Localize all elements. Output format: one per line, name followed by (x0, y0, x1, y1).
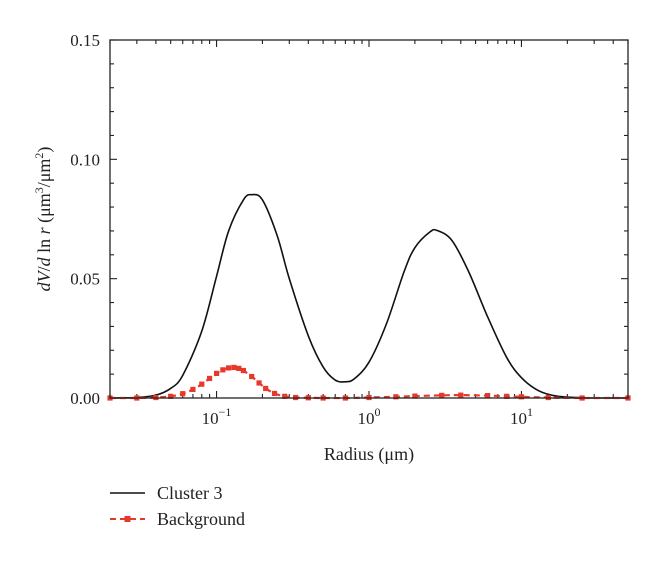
x-axis-label: Radius (μm) (324, 444, 414, 465)
series-background-point (168, 393, 174, 399)
series-background-point (180, 391, 186, 397)
series-background-point (458, 392, 464, 398)
x-tick-label: 10−1 (202, 405, 232, 428)
series-background-point (213, 370, 220, 377)
y-tick-label: 0.00 (70, 389, 100, 408)
series-background-point (504, 393, 510, 399)
plot-frame (109, 39, 629, 399)
series-background-point (249, 373, 255, 380)
series-background-point (393, 394, 399, 400)
legend-marker-background (124, 516, 131, 522)
series-background-point (231, 364, 237, 371)
series-background-point (199, 381, 205, 387)
legend: Cluster 3 Background (110, 483, 245, 529)
series-cluster3-line (109, 193, 629, 399)
series-background-point (518, 394, 525, 400)
series-background-point (226, 365, 232, 371)
legend-label-background: Background (157, 509, 245, 529)
series-background-point (206, 375, 213, 382)
y-tick-label: 0.15 (70, 31, 100, 50)
series-background-point (485, 393, 491, 399)
tick-labels-layer: 0.00 0.05 0.10 0.15 10−1 100 101 (70, 31, 533, 428)
legend-item-cluster3: Cluster 3 (110, 483, 223, 503)
legend-item-background: Background (110, 509, 245, 529)
series-background-point (412, 393, 418, 399)
series-background-point (439, 392, 445, 398)
series-layer (107, 193, 631, 401)
legend-label-cluster3: Cluster 3 (157, 483, 223, 503)
x-tick-label: 101 (510, 405, 533, 428)
series-background-point (190, 386, 196, 393)
x-tick-label: 100 (358, 405, 381, 428)
ticks-layer (109, 39, 629, 399)
y-tick-label: 0.05 (70, 270, 100, 289)
series-background-line (109, 366, 629, 400)
y-tick-label: 0.10 (70, 150, 100, 169)
series-background-point (220, 367, 226, 373)
series-background-point (240, 367, 246, 374)
series-background-point (263, 385, 269, 392)
series-background-point (282, 393, 288, 399)
series-background-point (271, 390, 278, 397)
series-background-point (256, 380, 262, 386)
series-background-point (236, 365, 242, 372)
y-axis-label: dV/d ln r (μm3/μm2) (32, 147, 55, 292)
